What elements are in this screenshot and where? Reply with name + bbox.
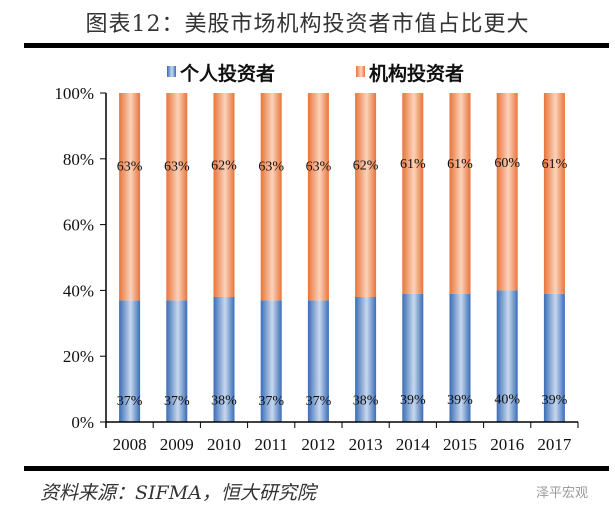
bar-individual-2008	[119, 300, 141, 422]
bar-institutional-2008	[119, 93, 141, 301]
legend-swatch	[356, 66, 365, 77]
data-label: 38%	[211, 393, 237, 408]
bar-individual-2009	[166, 300, 188, 422]
y-tick-label: 0%	[71, 413, 94, 432]
data-label: 62%	[353, 158, 379, 173]
x-tick-label: 2013	[349, 435, 383, 454]
x-tick-label: 2009	[160, 435, 194, 454]
x-tick-label: 2010	[207, 435, 241, 454]
bar-individual-2014	[402, 293, 424, 422]
bar-individual-2011	[260, 300, 282, 422]
bar-institutional-2011	[260, 93, 282, 301]
y-tick-label: 80%	[63, 150, 94, 169]
y-tick-label: 60%	[63, 216, 94, 235]
data-label: 62%	[211, 158, 237, 173]
data-label: 61%	[447, 157, 473, 172]
y-tick-label: 100%	[54, 84, 94, 103]
bar-individual-2016	[496, 290, 518, 422]
bar-individual-2017	[543, 293, 565, 422]
bar-individual-2015	[449, 293, 471, 422]
bar-individual-2013	[355, 296, 377, 422]
data-label: 37%	[117, 394, 143, 409]
data-label: 63%	[306, 160, 332, 175]
source-note: 资料来源：SIFMA，恒大研究院	[40, 482, 316, 504]
legend-swatch	[167, 66, 176, 77]
data-label: 63%	[258, 160, 284, 175]
bar-institutional-2012	[307, 93, 329, 301]
data-label: 37%	[258, 394, 284, 409]
data-label: 39%	[400, 393, 426, 408]
watermark: 泽平宏观	[536, 486, 589, 501]
x-tick-label: 2012	[301, 435, 335, 454]
legend-label: 机构投资者	[369, 62, 464, 85]
data-label: 60%	[494, 156, 520, 171]
data-label: 61%	[542, 157, 568, 172]
x-tick-label: 2014	[396, 435, 431, 454]
x-tick-label: 2008	[113, 435, 147, 454]
legend-label: 个人投资者	[179, 62, 275, 85]
data-label: 63%	[164, 160, 190, 175]
bar-institutional-2014	[402, 93, 424, 294]
y-tick-label: 40%	[63, 281, 94, 300]
stacked-bar-chart: 个人投资者 机构投资者 37% 63% 37% 63% 38% 62% 37% 63% 37% 63…	[54, 62, 579, 454]
bar-institutional-2009	[166, 93, 188, 301]
bar-institutional-2017	[543, 93, 565, 294]
data-label: 63%	[117, 160, 143, 175]
x-tick-label: 2015	[443, 435, 477, 454]
bar-institutional-2010	[213, 93, 235, 297]
bar-individual-2010	[213, 296, 235, 422]
data-label: 38%	[353, 393, 379, 408]
data-label: 37%	[164, 394, 190, 409]
data-label: 37%	[306, 394, 332, 409]
bar-institutional-2015	[449, 93, 471, 294]
top-rule	[24, 43, 609, 48]
data-label: 61%	[400, 157, 426, 172]
chart-title: 图表12：美股市场机构投资者市值占比更大	[85, 12, 530, 37]
data-label: 40%	[494, 392, 520, 407]
bar-individual-2012	[307, 300, 329, 422]
data-label: 39%	[542, 393, 568, 408]
bottom-rule	[24, 466, 609, 471]
bar-institutional-2013	[355, 93, 377, 297]
x-tick-label: 2016	[490, 435, 524, 454]
x-tick-label: 2017	[537, 435, 572, 454]
y-tick-label: 20%	[63, 347, 94, 366]
data-label: 39%	[447, 393, 473, 408]
bar-institutional-2016	[496, 93, 518, 291]
x-tick-label: 2011	[255, 435, 288, 454]
